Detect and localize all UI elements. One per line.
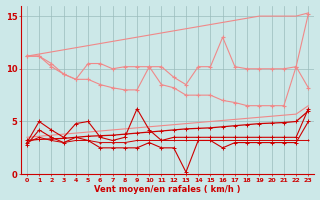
X-axis label: Vent moyen/en rafales ( km/h ): Vent moyen/en rafales ( km/h ) <box>94 185 241 194</box>
